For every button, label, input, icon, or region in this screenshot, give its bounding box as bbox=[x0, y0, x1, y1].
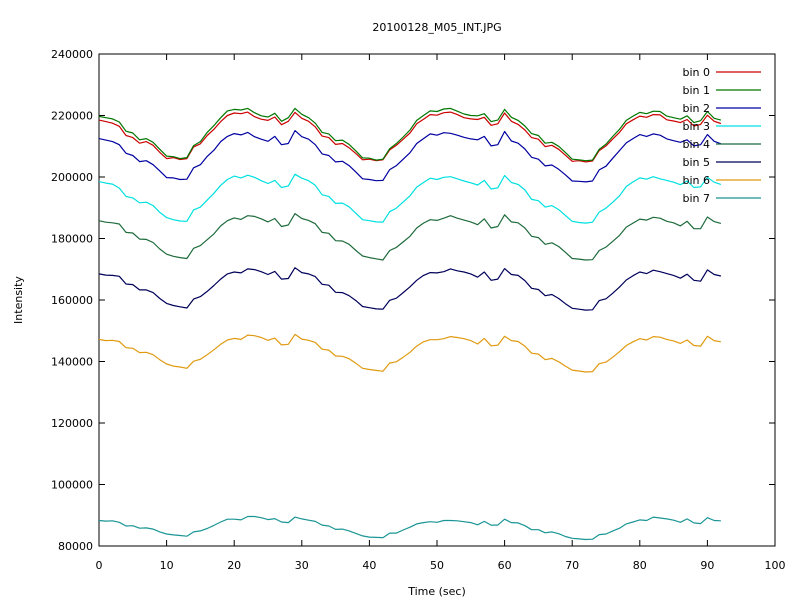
x-tick-label: 70 bbox=[565, 559, 579, 572]
legend-label: bin 0 bbox=[682, 66, 710, 79]
x-tick-label: 40 bbox=[362, 559, 376, 572]
y-tick-label: 100000 bbox=[51, 479, 93, 492]
series-line-bin-7 bbox=[98, 515, 721, 541]
series-line-bin-1 bbox=[98, 107, 722, 162]
x-tick-label: 100 bbox=[765, 559, 786, 572]
legend-label: bin 5 bbox=[682, 156, 710, 169]
legend-label: bin 1 bbox=[682, 84, 710, 97]
legend: bin 0 bin 1 bin 2 bin 3 bin 4 bin 5 bin 6 bin 7 bbox=[682, 66, 761, 205]
y-tick-label: 180000 bbox=[51, 233, 93, 246]
series-line-bin-4 bbox=[98, 213, 722, 261]
x-tick-label: 60 bbox=[498, 559, 512, 572]
x-tick-label: 80 bbox=[633, 559, 647, 572]
series-line-bin-0 bbox=[98, 111, 722, 163]
legend-label: bin 7 bbox=[682, 192, 710, 205]
series-line-bin-2 bbox=[98, 130, 722, 183]
y-tick-label: 80000 bbox=[58, 540, 93, 553]
x-tick-label: 50 bbox=[430, 559, 444, 572]
y-tick-label: 200000 bbox=[51, 171, 93, 184]
x-tick-label: 30 bbox=[295, 559, 309, 572]
x-axis-label: Time (sec) bbox=[407, 585, 466, 598]
chart-title: 20100128_M05_INT.JPG bbox=[372, 21, 501, 34]
y-axis-label: Intensity bbox=[12, 276, 25, 324]
series-line-bin-5 bbox=[98, 267, 722, 311]
x-tick-label: 10 bbox=[160, 559, 174, 572]
axis-ticks: 0 10 20 30 40 50 60 70 80 90 100 80000 100000 120000 1… bbox=[51, 48, 786, 572]
y-tick-label: 120000 bbox=[51, 417, 93, 430]
x-tick-label: 0 bbox=[96, 559, 103, 572]
series-line-bin-3 bbox=[98, 173, 722, 224]
legend-label: bin 3 bbox=[682, 120, 710, 133]
series-line-bin-6 bbox=[98, 333, 722, 373]
y-tick-label: 240000 bbox=[51, 48, 93, 61]
legend-label: bin 4 bbox=[682, 138, 710, 151]
x-tick-label: 20 bbox=[227, 559, 241, 572]
plot-frame bbox=[98, 53, 776, 547]
y-tick-label: 220000 bbox=[51, 110, 93, 123]
y-tick-label: 140000 bbox=[51, 356, 93, 369]
legend-label: bin 6 bbox=[682, 174, 710, 187]
series-lines bbox=[98, 107, 722, 541]
legend-label: bin 2 bbox=[682, 102, 710, 115]
x-tick-label: 90 bbox=[700, 559, 714, 572]
y-tick-label: 160000 bbox=[51, 294, 93, 307]
